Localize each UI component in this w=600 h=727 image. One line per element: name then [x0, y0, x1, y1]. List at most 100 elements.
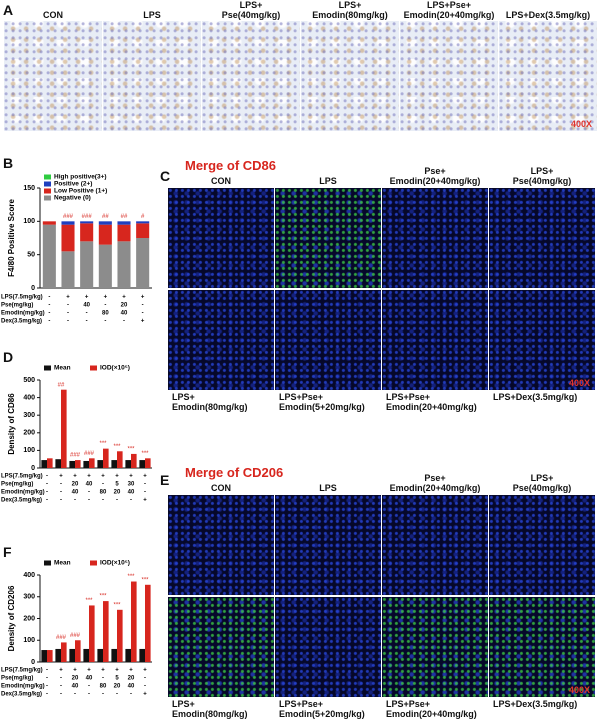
significance: *** [141, 451, 149, 457]
micrograph [202, 21, 300, 131]
treatment-cell: - [102, 482, 104, 488]
treatment-cell: - [116, 498, 118, 504]
treatment-cell: - [104, 303, 106, 309]
legend-label: High positive(3+) [54, 174, 107, 181]
y-tick-label: 400 [23, 572, 35, 579]
bar-segment [117, 224, 131, 242]
legend-label: Negative (0) [54, 195, 91, 202]
treatment-cell: - [88, 490, 90, 496]
treatment-cell: + [115, 474, 119, 480]
bar-segment [117, 241, 131, 288]
bar [83, 648, 89, 662]
treatment-cell: - [104, 319, 106, 325]
treatment-label: Dex(3.5mg/kg) [1, 498, 42, 504]
treatment-cell: - [67, 319, 69, 325]
treatment-cell: - [142, 303, 144, 309]
legend-label: Mean [54, 560, 71, 567]
bar [55, 648, 61, 662]
column-header: LPS [143, 10, 161, 20]
micrograph [382, 290, 488, 390]
legend-swatch [90, 365, 97, 371]
micrograph [275, 188, 381, 288]
treatment-cell: - [86, 311, 88, 317]
significance: ## [102, 214, 109, 220]
treatment-cell: - [130, 692, 132, 698]
treatment-cell: - [144, 490, 146, 496]
treatment-label: Dex(3.5mg/kg) [1, 692, 42, 698]
treatment-cell: + [115, 668, 119, 674]
treatment-cell: - [130, 498, 132, 504]
bar-segment [136, 238, 150, 288]
bar [117, 609, 123, 662]
column-header: LPS+ Pse(40mg/kg) [512, 166, 572, 186]
treatment-cell: - [46, 490, 48, 496]
y-tick-label: 200 [23, 430, 35, 437]
treatment-cell: + [85, 295, 89, 301]
column-footer: LPS+Dex(3.5mg/kg) [493, 699, 578, 709]
magnification: 400X [569, 685, 591, 695]
treatment-cell: 30 [128, 482, 135, 488]
treatment-cell: + [73, 668, 77, 674]
y-axis-label: Density of CD86 [7, 393, 16, 455]
treatment-cell: 40 [72, 684, 79, 690]
significance: ### [84, 451, 95, 457]
treatment-cell: + [129, 474, 133, 480]
treatment-cell: - [46, 692, 48, 698]
y-tick-label: 300 [23, 594, 35, 601]
treatment-cell: + [87, 668, 91, 674]
treatment-label: Emodin(mg/kg) [1, 490, 45, 496]
micrograph [168, 188, 274, 288]
y-tick-label: 50 [27, 252, 35, 259]
legend-label: Mean [54, 365, 71, 372]
column-footer: LPS+ Emodin(80mg/kg) [172, 392, 248, 412]
treatment-cell: 40 [83, 303, 90, 309]
y-tick-label: 100 [23, 637, 35, 644]
treatment-cell: - [123, 319, 125, 325]
treatment-cell: - [60, 684, 62, 690]
bar [131, 453, 137, 468]
treatment-cell: + [143, 474, 147, 480]
column-footer: LPS+Pse+ Emodin(20+40mg/kg) [386, 699, 477, 719]
bar [47, 458, 53, 468]
micrograph [168, 290, 274, 390]
treatment-cell: - [60, 676, 62, 682]
treatment-cell: - [46, 676, 48, 682]
treatment-cell: 20 [114, 684, 121, 690]
column-header: LPS+ Pse(40mg/kg) [221, 0, 281, 20]
treatment-cell: - [86, 319, 88, 325]
treatment-cell: - [46, 482, 48, 488]
column-header: LPS+ Pse(40mg/kg) [512, 473, 572, 493]
y-tick-label: 100 [23, 218, 35, 225]
bar [131, 581, 137, 662]
panel-label: C [160, 168, 171, 184]
micrograph [103, 21, 201, 131]
magnification: 400X [569, 378, 591, 388]
significance: # [141, 214, 145, 220]
micrograph [382, 495, 488, 595]
bar [69, 460, 75, 468]
significance: *** [113, 602, 121, 608]
treatment-cell: - [60, 692, 62, 698]
bar [145, 584, 151, 662]
treatment-cell: 40 [86, 482, 93, 488]
micrograph [489, 188, 595, 288]
y-tick-label: 200 [23, 615, 35, 622]
micrograph [489, 495, 595, 595]
treatment-cell: + [59, 474, 63, 480]
significance: *** [141, 577, 149, 583]
treatment-cell: - [67, 311, 69, 317]
treatment-cell: + [101, 668, 105, 674]
micrograph [382, 597, 488, 697]
column-header: Pse+ Emodin(20+40mg/kg) [389, 473, 481, 493]
bar [61, 389, 67, 468]
treatment-label: Pse(mg/kg) [1, 482, 33, 488]
treatment-cell: - [88, 684, 90, 690]
panel-label: F [3, 544, 12, 560]
magnification: 400X [571, 119, 593, 129]
micrograph [301, 21, 399, 131]
bar [69, 648, 75, 662]
bar [41, 460, 47, 468]
treatment-cell: 20 [114, 490, 121, 496]
bar-segment [80, 241, 94, 288]
